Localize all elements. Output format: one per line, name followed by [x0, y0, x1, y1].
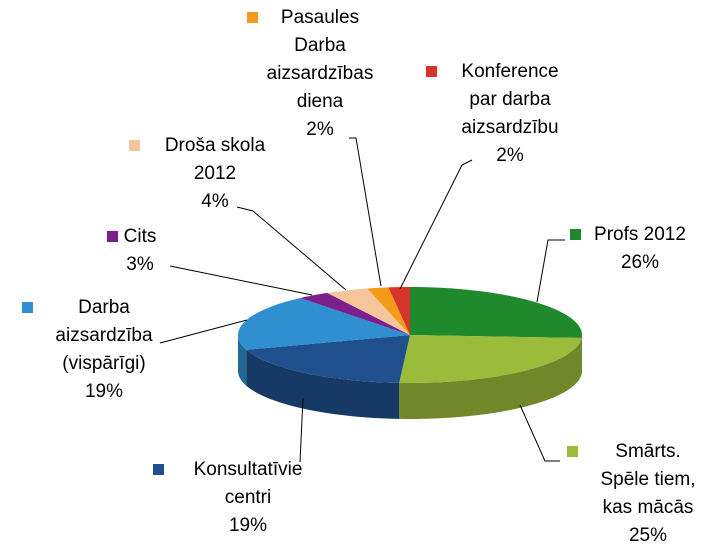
slice-label: Droša skola 2012 4% — [155, 132, 275, 216]
slice-side — [246, 349, 400, 419]
category-label: Cits — [123, 226, 157, 247]
category-label: Pasaules Darba aizsardzības diena — [266, 7, 374, 112]
slice — [399, 335, 582, 383]
legend-marker — [107, 231, 118, 242]
slice-side — [399, 338, 582, 419]
legend-marker — [567, 446, 578, 457]
slice-label: Profs 2012 26% — [575, 221, 705, 277]
category-label: Smārts. Spēle tiem, kas mācās — [600, 441, 696, 518]
slice — [327, 288, 410, 335]
slice-label: Konsultatīvie centri 19% — [178, 456, 318, 540]
leader-line — [519, 404, 560, 462]
category-label: Darba aizsardzība (vispārīgi) — [55, 297, 153, 374]
slice — [300, 292, 410, 335]
leader-line — [299, 397, 304, 463]
leader-line — [536, 239, 565, 303]
legend-marker — [247, 12, 258, 23]
value-label: 2% — [496, 145, 524, 166]
legend-marker — [570, 229, 581, 240]
legend-marker — [22, 302, 33, 313]
category-label: Droša skola 2012 — [164, 135, 266, 184]
category-label: Konsultatīvie centri — [193, 459, 303, 508]
slice — [246, 335, 410, 383]
slice-label: Smārts. Spēle tiem, kas mācās 25% — [591, 438, 706, 549]
value-label: 19% — [84, 381, 124, 402]
legend-marker — [153, 464, 164, 475]
category-label: Profs 2012 — [594, 224, 686, 245]
slice-label: Pasaules Darba aizsardzības diena 2% — [258, 4, 383, 144]
value-label: 4% — [201, 191, 229, 212]
leader-line — [399, 159, 473, 290]
slice-label: Konference par darba aizsardzību 2% — [453, 58, 568, 170]
slice — [410, 287, 582, 339]
slice-side — [238, 335, 247, 386]
slice — [238, 298, 410, 350]
category-label: Konference par darba aizsardzību — [461, 61, 559, 138]
leader-line — [236, 206, 347, 291]
leader-line — [159, 319, 248, 344]
leader-line — [349, 137, 382, 287]
value-label: 3% — [126, 254, 154, 275]
value-label: 19% — [228, 515, 268, 536]
value-label: 26% — [620, 252, 660, 273]
leader-line — [169, 265, 313, 296]
value-label: 2% — [306, 119, 334, 140]
slice — [388, 287, 410, 335]
slice-label: Cits 3% — [100, 223, 180, 279]
value-label: 25% — [628, 525, 668, 546]
slice-label: Darba aizsardzība (vispārīgi) 19% — [47, 294, 162, 406]
slice — [367, 287, 410, 335]
legend-marker — [129, 140, 140, 151]
legend-marker — [426, 66, 437, 77]
